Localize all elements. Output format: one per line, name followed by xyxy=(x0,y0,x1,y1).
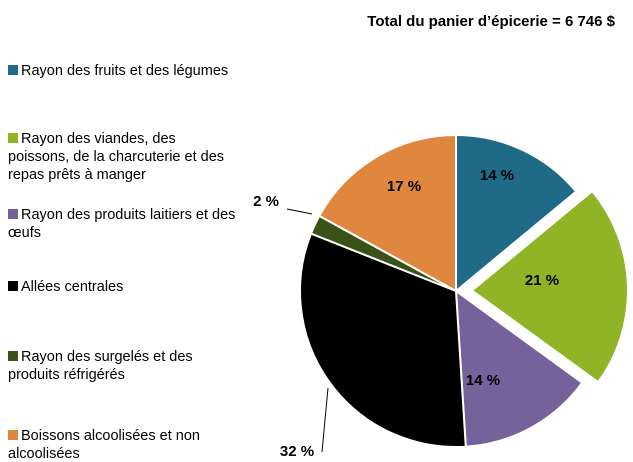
legend-swatch xyxy=(8,133,18,143)
legend-label: Rayon des fruits et des légumes xyxy=(21,63,229,79)
leader-line xyxy=(286,208,313,215)
legend-item: Rayon des produits laitiers et des œufs xyxy=(8,206,236,242)
legend-item: Boissons alcoolisées et non alcoolisées xyxy=(8,427,236,462)
legend-swatch xyxy=(8,281,18,291)
legend-swatch xyxy=(8,430,18,440)
pie-slice xyxy=(299,232,467,448)
legend-swatch xyxy=(8,209,18,219)
legend-item: Rayon des fruits et des légumes xyxy=(8,62,236,80)
legend-item: Allées centrales xyxy=(8,278,236,296)
legend-label: Boissons alcoolisées et non alcoolisées xyxy=(8,428,200,462)
legend-label: Rayon des produits laitiers et des œufs xyxy=(8,207,236,241)
leader-line xyxy=(321,387,329,453)
pie-slice xyxy=(454,288,584,448)
legend-item: Rayon des surgelés et des produits réfri… xyxy=(8,348,236,384)
legend-swatch xyxy=(8,351,18,361)
data-label: 21 % xyxy=(525,272,559,289)
data-label: 17 % xyxy=(387,178,421,195)
pie-slice xyxy=(470,189,629,384)
data-label: 14 % xyxy=(480,167,514,184)
legend-label: Rayon des surgelés et des produits réfri… xyxy=(8,349,193,383)
pie-slice xyxy=(455,133,578,294)
legend-label: Rayon des viandes, des poissons, de la c… xyxy=(8,131,225,183)
data-label: 2 % xyxy=(253,193,279,210)
legend-item: Rayon des viandes, des poissons, de la c… xyxy=(8,130,236,184)
legend-label: Allées centrales xyxy=(21,279,124,295)
data-label: 32 % xyxy=(280,443,314,460)
legend-swatch xyxy=(8,65,18,75)
data-label: 14 % xyxy=(466,372,500,389)
chart-title: Total du panier d’épicerie = 6 746 $ xyxy=(367,13,615,30)
pie-slice xyxy=(317,133,457,293)
